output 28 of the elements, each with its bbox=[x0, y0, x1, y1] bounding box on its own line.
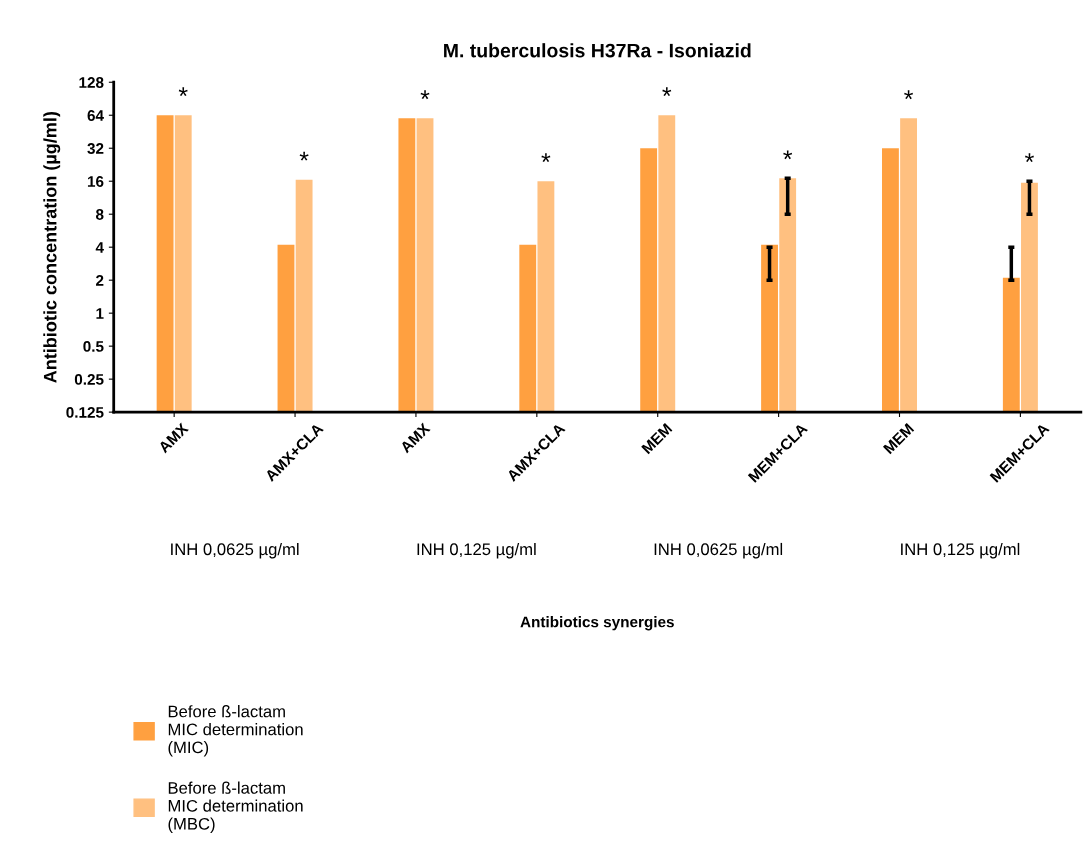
legend-label: Before ß-lactam MIC determination (MIC) bbox=[168, 705, 303, 757]
text: Antibiotics synergies bbox=[520, 616, 674, 631]
data-label: * bbox=[662, 87, 672, 97]
y-tick-label: 0.5 bbox=[83, 341, 104, 352]
data-label: * bbox=[541, 153, 551, 163]
y-tick-label: 2 bbox=[96, 275, 104, 286]
data-label: * bbox=[299, 151, 309, 161]
y-tick-label: 16 bbox=[87, 176, 104, 187]
data-label: * bbox=[178, 87, 188, 97]
y-tick-label: 1 bbox=[96, 308, 104, 319]
y-tick-label: 4 bbox=[95, 242, 104, 253]
data-label: * bbox=[420, 90, 430, 100]
y-tick-label: 0.25 bbox=[74, 374, 104, 385]
y-tick-label: 32 bbox=[87, 143, 104, 154]
y-tick-label: 128 bbox=[79, 77, 104, 88]
legend-label: Before ß-lactam MIC determination (MBC) bbox=[168, 781, 303, 833]
data-label: * bbox=[1024, 153, 1034, 163]
text: INH 0,0625 µg/ml bbox=[171, 542, 299, 559]
data-label: * bbox=[783, 150, 793, 160]
chart-title: M. tuberculosis H37Ra - Isoniazid bbox=[444, 43, 751, 58]
y-tick-label: 8 bbox=[95, 209, 104, 220]
y-axis-title: Antibiotic concentration (µg/ml) bbox=[43, 111, 61, 383]
y-tick-label: 64 bbox=[87, 110, 104, 121]
y-tick-label: 0.125 bbox=[66, 407, 104, 418]
data-label: * bbox=[904, 90, 914, 100]
text: INH 0,125 µg/ml bbox=[901, 542, 1020, 559]
text: INH 0,0625 µg/ml bbox=[654, 542, 783, 559]
text: INH 0,125 µg/ml bbox=[417, 542, 536, 559]
